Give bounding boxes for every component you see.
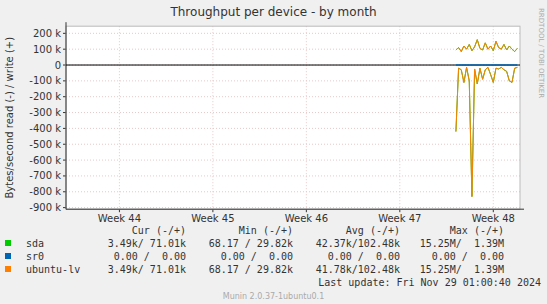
grid-line: [66, 96, 520, 97]
x-tick-label: Week 48: [472, 213, 515, 224]
legend-stat: 41.78k/102.48k: [316, 264, 400, 275]
series-line-read: [456, 65, 517, 66]
y-tick-label: -600 k: [29, 155, 61, 166]
x-tick-label: Week 46: [285, 213, 328, 224]
series-line-write: [456, 40, 517, 52]
series-lines: [456, 40, 517, 197]
zero-line: [66, 65, 520, 66]
grid-line: [212, 26, 213, 209]
y-tick-label: -400 k: [29, 123, 61, 134]
legend-swatch: [5, 240, 11, 246]
grid-line: [306, 26, 307, 209]
legend-stat: 42.37k/102.48k: [316, 238, 400, 249]
legend-header: Avg (-/+): [346, 225, 400, 236]
y-tick-label: 200 k: [33, 28, 61, 39]
legend-stat: 3.49k/ 71.01k: [108, 238, 186, 249]
y-axis-label: Bytes/second read (-) / write (+): [4, 37, 15, 199]
y-tick-label: -500 k: [29, 139, 61, 150]
legend-stat: 68.17 / 29.82k: [209, 238, 293, 249]
legend-label: ubuntu-lv: [26, 264, 80, 275]
x-tick-label: Week 44: [98, 213, 141, 224]
chart: Throughput per device - by month RRDTOOL …: [0, 0, 547, 304]
grid-line: [66, 128, 520, 129]
grid-line: [493, 26, 494, 209]
x-tick-label: Week 45: [191, 213, 234, 224]
grid-line: [66, 144, 520, 145]
legend-stat: 68.17 / 29.82k: [209, 264, 293, 275]
legend-stat: 15.25M/ 1.39M: [420, 264, 504, 275]
series-line-write: [456, 65, 517, 66]
grid-line: [66, 160, 520, 161]
x-tick-label: Week 47: [378, 213, 421, 224]
background: [0, 0, 547, 304]
x-axis: [66, 209, 524, 210]
y-tick-label: -800 k: [29, 186, 61, 197]
grid-line: [399, 26, 400, 209]
grid-line: [66, 49, 520, 50]
legend-header: Cur (-/+): [132, 225, 186, 236]
series-line-write: [456, 40, 517, 52]
grid-line: [66, 207, 520, 208]
y-axis: [66, 22, 67, 209]
plot-area: [66, 26, 520, 209]
watermark: RRDTOOL / TOBI OETIKER: [537, 8, 545, 98]
grid-line: [66, 33, 520, 34]
y-tick-label: -100 k: [29, 75, 61, 86]
series-line-read: [456, 67, 517, 196]
grid-line: [66, 112, 520, 113]
title: Throughput per device - by month: [169, 5, 376, 19]
legend-stat: 0.00 / 0.00: [114, 251, 186, 262]
legend-stat: 0.00 / 0.00: [221, 251, 293, 262]
y-tick-label: -700 k: [29, 170, 61, 181]
legend-swatch: [5, 253, 11, 259]
y-tick-label: -300 k: [29, 107, 61, 118]
legend-stat: 3.49k/ 71.01k: [108, 264, 186, 275]
grid-line: [119, 26, 120, 209]
grid-line: [66, 175, 520, 176]
series-line-read: [456, 67, 517, 196]
y-tick-label: -200 k: [29, 91, 61, 102]
legend-stat: 0.00 / 0.00: [328, 251, 400, 262]
legend-header: Max (-/+): [450, 225, 504, 236]
legend-stat: 0.00 / 0.00: [432, 251, 504, 262]
legend-header: Min (-/+): [239, 225, 293, 236]
y-tick-label: 100 k: [33, 44, 61, 55]
legend-stat: 15.25M/ 1.39M: [420, 238, 504, 249]
grid-line: [66, 65, 520, 66]
legend-label: sr0: [26, 251, 44, 262]
plot-frame: [66, 26, 520, 209]
legend-label: sda: [26, 238, 44, 249]
grid-line: [66, 80, 520, 81]
last-update: Last update: Fri Nov 29 01:00:40 2024: [318, 277, 541, 288]
footer: Munin 2.0.37-1ubuntu0.1: [223, 292, 325, 301]
legend-swatch: [5, 266, 11, 272]
y-tick-label: -900 k: [29, 202, 61, 213]
y-tick-label: 0: [55, 60, 61, 71]
grid-line: [66, 191, 520, 192]
